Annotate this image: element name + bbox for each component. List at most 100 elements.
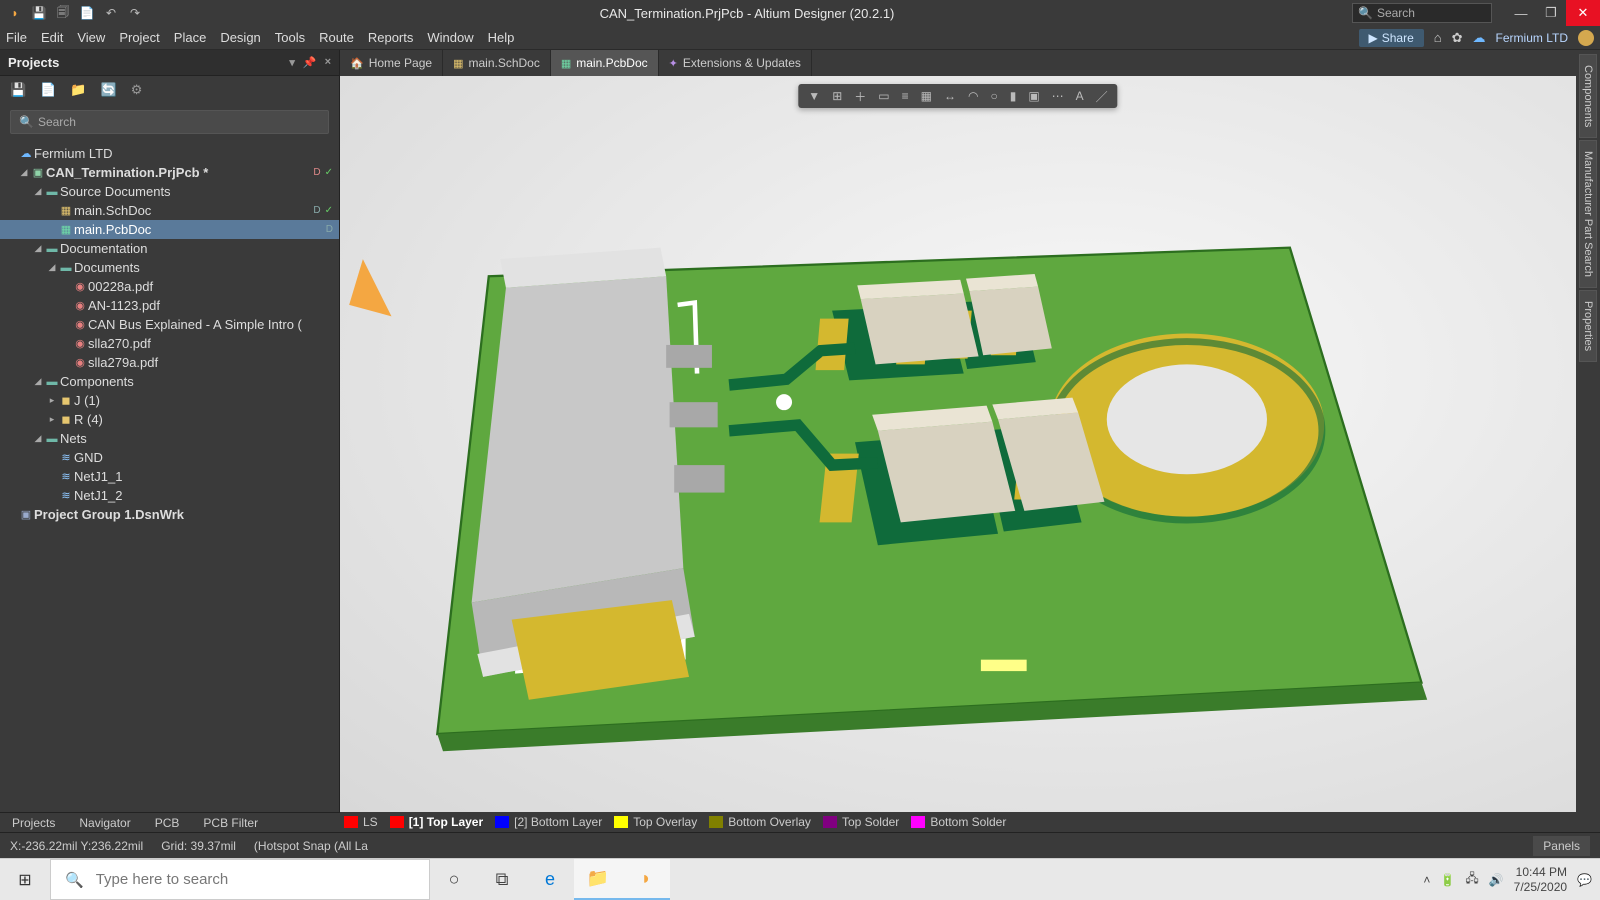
mounting-hole bbox=[1107, 364, 1267, 474]
tree-source-documents[interactable]: ◢▬Source Documents bbox=[0, 182, 339, 201]
projects-panel-title: Projects bbox=[8, 55, 59, 70]
tree-doc[interactable]: ◉slla270.pdf bbox=[0, 334, 339, 353]
panel-close-icon[interactable]: × bbox=[325, 56, 331, 69]
tree-doc[interactable]: ◉slla279a.pdf bbox=[0, 353, 339, 372]
tree-comp-r[interactable]: ▸◼R (4) bbox=[0, 410, 339, 429]
titlebar-right: 🔍 Search — ❐ ✕ bbox=[1352, 0, 1600, 26]
save-icon[interactable]: 💾 bbox=[32, 6, 46, 20]
projects-search-wrap: 🔍 Search bbox=[0, 104, 339, 140]
tb-gear-icon[interactable]: ⚙ bbox=[131, 82, 143, 98]
menu-edit[interactable]: Edit bbox=[41, 30, 63, 45]
menu-tools[interactable]: Tools bbox=[275, 30, 305, 45]
layer-ls[interactable]: LS bbox=[344, 815, 378, 829]
tree-net[interactable]: ≋NetJ1_2 bbox=[0, 486, 339, 505]
menu-project[interactable]: Project bbox=[119, 30, 159, 45]
projects-panel-header: Projects ▾ 📌 × bbox=[0, 50, 339, 76]
saveall-icon[interactable]: 🗐 bbox=[56, 6, 70, 20]
vtab-mfr-search[interactable]: Manufacturer Part Search bbox=[1579, 140, 1597, 288]
menu-route[interactable]: Route bbox=[319, 30, 354, 45]
menu-place[interactable]: Place bbox=[174, 30, 207, 45]
windows-search[interactable]: 🔍 Type here to search bbox=[50, 859, 430, 900]
tree-net[interactable]: ≋NetJ1_1 bbox=[0, 467, 339, 486]
tray-up-icon[interactable]: ˄ bbox=[1423, 873, 1430, 887]
tree-project[interactable]: ◢▣CAN_Termination.PrjPcb *D✓ bbox=[0, 163, 339, 182]
layer-bottom[interactable]: [2] Bottom Layer bbox=[495, 815, 602, 829]
panel-pin-icon[interactable]: 📌 bbox=[303, 56, 317, 69]
global-search[interactable]: 🔍 Search bbox=[1352, 3, 1492, 23]
redo-icon[interactable]: ↷ bbox=[128, 6, 142, 20]
btab-pcbfilter[interactable]: PCB Filter bbox=[191, 813, 270, 832]
tray-notifications-icon[interactable]: 💬 bbox=[1577, 873, 1592, 887]
menu-design[interactable]: Design bbox=[220, 30, 260, 45]
tb-explorer-icon[interactable]: 📁 bbox=[574, 859, 622, 900]
avatar-icon[interactable] bbox=[1578, 30, 1594, 46]
account-label[interactable]: Fermium LTD bbox=[1496, 31, 1568, 45]
tab-extensions[interactable]: ✦Extensions & Updates bbox=[659, 50, 812, 76]
status-grid: Grid: 39.37mil bbox=[161, 839, 236, 853]
projects-search-input[interactable]: 🔍 Search bbox=[10, 110, 329, 134]
home-icon[interactable]: ⌂ bbox=[1434, 30, 1442, 45]
maximize-button[interactable]: ❐ bbox=[1536, 0, 1566, 26]
tb-altium-icon[interactable]: ◗ bbox=[622, 859, 670, 900]
menu-view[interactable]: View bbox=[77, 30, 105, 45]
taskbar-icons: ○ ⧉ e 📁 ◗ bbox=[430, 859, 670, 900]
main-area: 🏠Home Page ▦main.SchDoc ▦main.PcbDoc ✦Ex… bbox=[340, 50, 1576, 812]
panel-dropdown-icon[interactable]: ▾ bbox=[289, 56, 295, 69]
tab-home[interactable]: 🏠Home Page bbox=[340, 50, 443, 76]
tab-schdoc[interactable]: ▦main.SchDoc bbox=[443, 50, 551, 76]
menu-help[interactable]: Help bbox=[488, 30, 515, 45]
btab-pcb[interactable]: PCB bbox=[143, 813, 192, 832]
layer-top[interactable]: [1] Top Layer bbox=[390, 815, 483, 829]
tray-clock[interactable]: 10:44 PM 7/25/2020 bbox=[1514, 865, 1567, 894]
menu-window[interactable]: Window bbox=[427, 30, 473, 45]
gear-icon[interactable]: ✿ bbox=[1452, 30, 1463, 46]
start-button[interactable]: ⊞ bbox=[0, 859, 50, 900]
open-icon[interactable]: 📄 bbox=[80, 6, 94, 20]
tb-edge-icon[interactable]: e bbox=[526, 859, 574, 900]
tb-save-icon[interactable]: 💾 bbox=[10, 82, 26, 98]
tree-group[interactable]: ▣Project Group 1.DsnWrk bbox=[0, 505, 339, 524]
btab-projects[interactable]: Projects bbox=[0, 813, 67, 832]
tree-doc[interactable]: ◉CAN Bus Explained - A Simple Intro ( bbox=[0, 315, 339, 334]
vtab-properties[interactable]: Properties bbox=[1579, 290, 1597, 362]
vtab-components[interactable]: Components bbox=[1579, 54, 1597, 138]
tree-components[interactable]: ◢▬Components bbox=[0, 372, 339, 391]
tree-net[interactable]: ≋GND bbox=[0, 448, 339, 467]
layer-bottom-solder[interactable]: Bottom Solder bbox=[911, 815, 1006, 829]
tb-refresh-icon[interactable]: 🔄 bbox=[101, 82, 117, 98]
tree-nets[interactable]: ◢▬Nets bbox=[0, 429, 339, 448]
body: Projects ▾ 📌 × 💾 📄 📁 🔄 ⚙ 🔍 Search ☁Fermi… bbox=[0, 50, 1600, 812]
tree-schdoc[interactable]: ▦main.SchDocD✓ bbox=[0, 201, 339, 220]
menubar: File Edit View Project Place Design Tool… bbox=[0, 26, 1600, 50]
search-icon: 🔍 bbox=[65, 871, 84, 889]
tree-doc[interactable]: ◉00228a.pdf bbox=[0, 277, 339, 296]
tree-documents[interactable]: ◢▬Documents bbox=[0, 258, 339, 277]
tray-volume-icon[interactable]: 🔊 bbox=[1489, 873, 1504, 887]
tree-doc[interactable]: ◉AN-1123.pdf bbox=[0, 296, 339, 315]
menu-file[interactable]: File bbox=[6, 30, 27, 45]
layer-top-overlay[interactable]: Top Overlay bbox=[614, 815, 697, 829]
close-button[interactable]: ✕ bbox=[1566, 0, 1600, 26]
minimize-button[interactable]: — bbox=[1506, 0, 1536, 26]
layer-bottom-overlay[interactable]: Bottom Overlay bbox=[709, 815, 811, 829]
tray-battery-icon[interactable]: 🔋 bbox=[1440, 873, 1455, 887]
tree-documentation[interactable]: ◢▬Documentation bbox=[0, 239, 339, 258]
tree-pcbdoc[interactable]: ▦main.PcbDocD bbox=[0, 220, 339, 239]
panels-button[interactable]: Panels bbox=[1533, 836, 1590, 856]
tb-compile-icon[interactable]: 📄 bbox=[40, 82, 56, 98]
tray-network-icon[interactable]: 🖧 bbox=[1465, 869, 1478, 890]
tb-cortana-icon[interactable]: ○ bbox=[430, 859, 478, 900]
btab-navigator[interactable]: Navigator bbox=[67, 813, 142, 832]
menu-reports[interactable]: Reports bbox=[368, 30, 414, 45]
tb-taskview-icon[interactable]: ⧉ bbox=[478, 859, 526, 900]
undo-icon[interactable]: ↶ bbox=[104, 6, 118, 20]
tb-folder-icon[interactable]: 📁 bbox=[70, 82, 86, 98]
tab-pcbdoc[interactable]: ▦main.PcbDoc bbox=[551, 50, 659, 76]
share-label: Share bbox=[1382, 31, 1414, 45]
pcb-3d-canvas[interactable]: ▼ ⊞ ＋ ▭ ≡ ▦ ↔ ◠ ○ ▮ ▣ ⋯ A ／ bbox=[340, 76, 1576, 812]
share-button[interactable]: ▶ Share bbox=[1359, 29, 1424, 47]
tree-workspace[interactable]: ☁Fermium LTD bbox=[0, 144, 339, 163]
quick-access-toolbar: ◗ 💾 🗐 📄 ↶ ↷ bbox=[0, 6, 142, 20]
layer-top-solder[interactable]: Top Solder bbox=[823, 815, 899, 829]
tree-comp-j[interactable]: ▸◼J (1) bbox=[0, 391, 339, 410]
